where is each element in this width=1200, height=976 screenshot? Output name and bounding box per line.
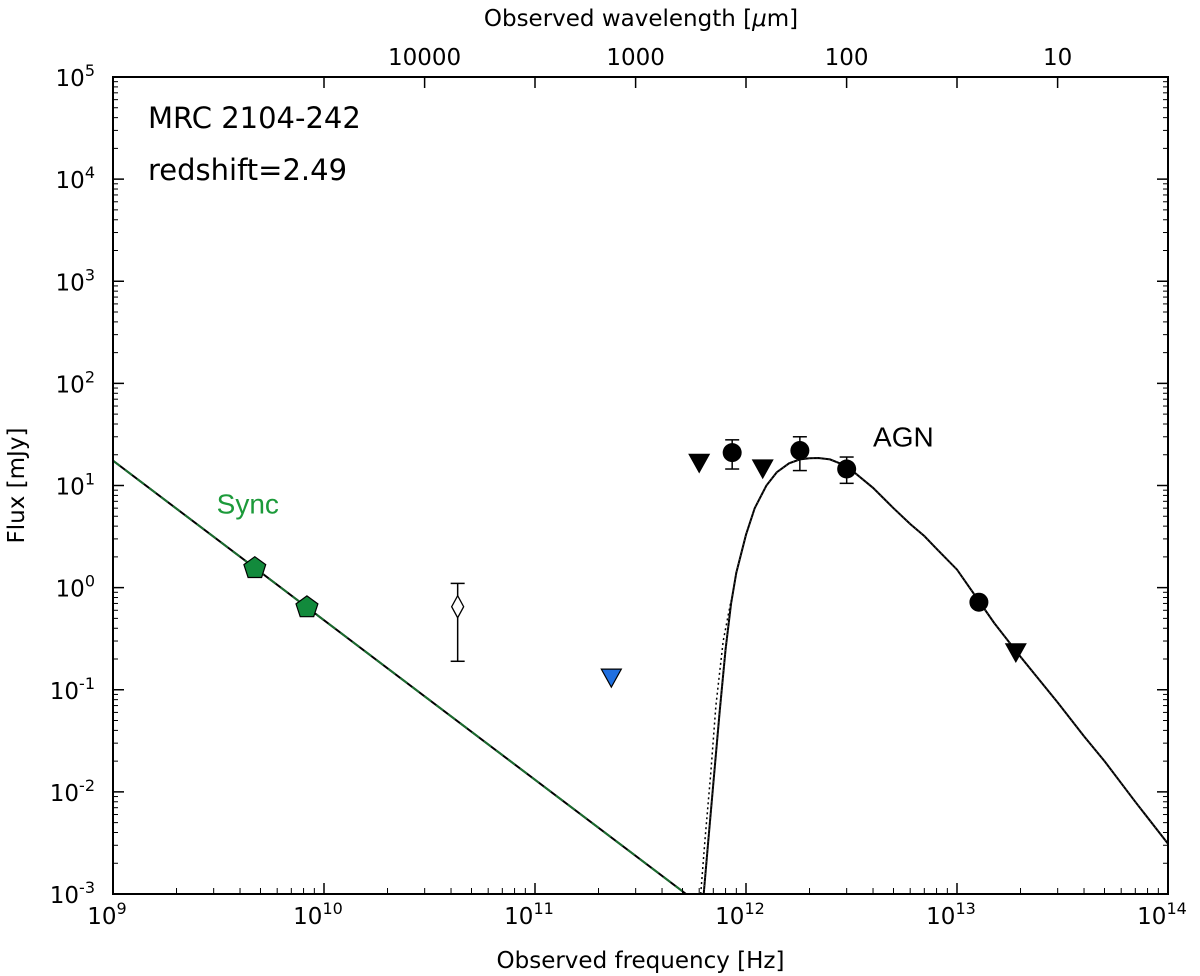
top-axis-label-prefix: Observed wavelength [ [484, 6, 752, 32]
x-tick-label: 1011 [504, 899, 554, 930]
data-points [243, 436, 1027, 689]
detection-point [722, 443, 742, 463]
source-name-annotation: MRC 2104-242 [148, 101, 361, 135]
top-tick-label: 100 [825, 45, 869, 71]
sync-data-point [243, 555, 267, 579]
top-axis-label-mu: μ [751, 6, 767, 32]
detection-point [790, 441, 810, 461]
detection-point [837, 459, 857, 479]
agn-model-dotted-component [699, 600, 732, 894]
redshift-annotation: redshift=2.49 [148, 153, 347, 187]
y-tick-exp: 4 [85, 163, 95, 182]
top-axis-label: Observed wavelength [μm] [484, 6, 798, 32]
y-tick-label: 10-2 [50, 776, 95, 807]
tick-labels: 109 1010 1011 1012 1013 101410-310-210-110010… [50, 45, 1187, 930]
detection-point [969, 592, 989, 612]
y-tick-label: 101 [56, 470, 95, 501]
y-tick-exp: -3 [79, 878, 95, 897]
top-tick-label: 10 [1043, 45, 1072, 71]
y-axis-label: Flux [mJy] [4, 428, 30, 544]
y-tick-label: 102 [56, 367, 95, 398]
upper-limit-point [1004, 643, 1027, 664]
x-tick-label: 1014 [1137, 899, 1187, 930]
top-tick-label: 1000 [606, 45, 665, 71]
x-tick-label: 1013 [926, 899, 976, 930]
y-tick-base: 10 [50, 883, 79, 909]
y-tick-base: 10 [56, 168, 85, 194]
y-tick-exp: 1 [85, 470, 95, 489]
x-tick-exp: 13 [955, 899, 975, 918]
y-tick-label: 104 [56, 163, 95, 194]
y-tick-exp: 0 [85, 572, 95, 591]
sync-model-line [113, 459, 687, 894]
y-tick-label: 10-3 [50, 878, 95, 909]
plot-content: Sync AGN [113, 422, 1168, 894]
y-tick-label: 100 [56, 572, 95, 603]
open-diamond-point [450, 594, 465, 620]
x-tick-exp: 14 [1166, 899, 1186, 918]
y-tick-exp: 2 [85, 367, 95, 386]
plot-frame [112, 76, 1169, 895]
component-label: Sync [217, 489, 279, 520]
y-tick-exp: -2 [79, 776, 95, 795]
sync-data-point [295, 595, 319, 618]
y-tick-exp: 5 [85, 61, 95, 80]
x-tick-base: 10 [504, 904, 533, 930]
y-tick-exp: 3 [85, 265, 95, 284]
blue-upper-limit-point [600, 668, 623, 689]
y-tick-base: 10 [50, 679, 79, 705]
x-tick-label: 1010 [293, 899, 343, 930]
top-tick-label: 10000 [388, 45, 461, 71]
y-tick-base: 10 [56, 270, 85, 296]
y-tick-exp: -1 [79, 674, 95, 693]
upper-limit-point [751, 459, 774, 480]
x-tick-exp: 12 [744, 899, 764, 918]
x-tick-exp: 10 [322, 899, 342, 918]
y-tick-base: 10 [56, 372, 85, 398]
y-tick-base: 10 [56, 475, 85, 501]
y-tick-label: 105 [56, 61, 95, 92]
y-tick-base: 10 [56, 66, 85, 92]
x-tick-label: 1012 [715, 899, 765, 930]
agn-model-curve [702, 456, 1168, 894]
x-axis-label: Observed frequency [Hz] [497, 948, 785, 974]
x-tick-exp: 9 [117, 899, 127, 918]
y-tick-label: 10-1 [50, 674, 95, 705]
x-tick-base: 10 [293, 904, 322, 930]
x-tick-base: 10 [926, 904, 955, 930]
x-tick-base: 10 [87, 904, 116, 930]
x-tick-base: 10 [1137, 904, 1166, 930]
x-tick-base: 10 [715, 904, 744, 930]
agn-model-dotted-overlay [703, 457, 1168, 894]
model-curves [113, 456, 1168, 894]
x-tick-label: 109 [87, 899, 126, 930]
component-label: AGN [873, 422, 934, 453]
y-tick-base: 10 [50, 781, 79, 807]
y-tick-label: 103 [56, 265, 95, 296]
top-axis-label-suffix: m] [767, 6, 798, 32]
upper-limit-point [688, 453, 711, 474]
axis-ticks [112, 76, 1169, 895]
x-tick-exp: 11 [533, 899, 553, 918]
y-tick-base: 10 [56, 577, 85, 603]
